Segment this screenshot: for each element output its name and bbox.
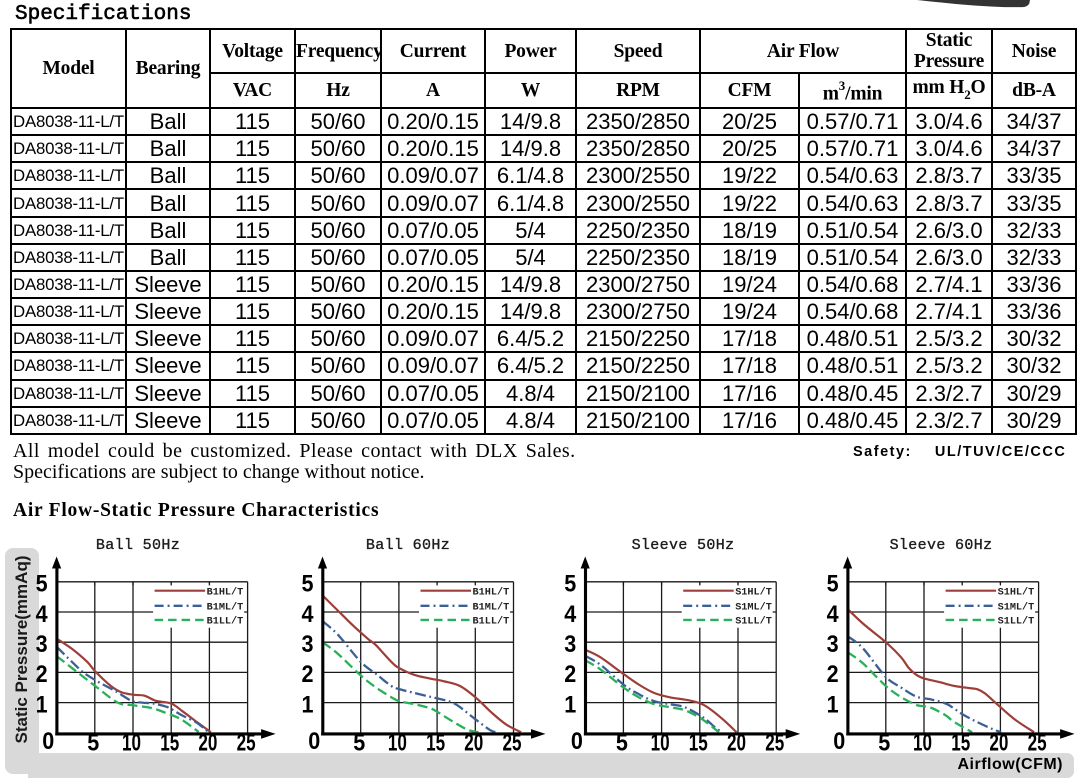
svg-text:15: 15 (426, 729, 445, 756)
svg-text:0: 0 (308, 728, 320, 755)
svg-text:5: 5 (302, 571, 314, 598)
svg-text:25: 25 (1028, 729, 1047, 756)
svg-text:0: 0 (571, 728, 583, 755)
svg-text:25: 25 (765, 729, 784, 756)
svg-text:10: 10 (651, 729, 670, 756)
svg-text:4: 4 (827, 601, 840, 628)
svg-text:B1LL/T: B1LL/T (473, 616, 510, 628)
svg-text:B1LL/T: B1LL/T (207, 616, 244, 628)
svg-text:5: 5 (878, 729, 890, 756)
svg-text:20: 20 (198, 729, 217, 756)
svg-text:2: 2 (564, 661, 576, 688)
svg-text:15: 15 (689, 729, 708, 756)
svg-text:25: 25 (237, 729, 256, 756)
svg-text:0: 0 (42, 728, 54, 755)
svg-text:3: 3 (564, 631, 576, 658)
svg-text:10: 10 (913, 729, 932, 756)
svg-text:B1HL/T: B1HL/T (207, 586, 244, 598)
svg-text:B1ML/T: B1ML/T (207, 601, 244, 613)
svg-text:4: 4 (36, 601, 49, 628)
svg-text:1: 1 (36, 691, 48, 718)
svg-text:15: 15 (160, 729, 179, 756)
svg-text:5: 5 (36, 571, 48, 598)
svg-text:S1ML/T: S1ML/T (735, 601, 772, 613)
svg-text:5: 5 (353, 729, 365, 756)
svg-text:20: 20 (464, 729, 483, 756)
svg-text:2: 2 (827, 661, 839, 688)
svg-text:4: 4 (564, 601, 577, 628)
svg-text:5: 5 (564, 571, 576, 598)
svg-text:3: 3 (302, 631, 314, 658)
svg-text:S1HL/T: S1HL/T (735, 586, 772, 598)
svg-text:5: 5 (87, 729, 99, 756)
svg-text:S1LL/T: S1LL/T (998, 616, 1035, 628)
svg-text:5: 5 (827, 571, 839, 598)
svg-text:10: 10 (122, 729, 141, 756)
svg-text:S1HL/T: S1HL/T (998, 586, 1035, 598)
svg-text:3: 3 (36, 631, 48, 658)
svg-text:B1HL/T: B1HL/T (473, 586, 510, 598)
svg-text:S1LL/T: S1LL/T (735, 616, 772, 628)
svg-text:1: 1 (302, 691, 314, 718)
svg-text:4: 4 (302, 601, 315, 628)
svg-text:1: 1 (564, 691, 576, 718)
svg-text:20: 20 (989, 729, 1008, 756)
svg-text:1: 1 (827, 691, 839, 718)
svg-text:0: 0 (833, 728, 845, 755)
svg-text:20: 20 (727, 729, 746, 756)
svg-text:S1ML/T: S1ML/T (998, 601, 1035, 613)
svg-text:2: 2 (36, 661, 48, 688)
svg-text:5: 5 (616, 729, 628, 756)
svg-text:B1ML/T: B1ML/T (473, 601, 510, 613)
svg-text:15: 15 (951, 729, 970, 756)
svg-text:3: 3 (827, 631, 839, 658)
svg-text:25: 25 (503, 729, 522, 756)
svg-text:2: 2 (302, 661, 314, 688)
svg-text:10: 10 (388, 729, 407, 756)
